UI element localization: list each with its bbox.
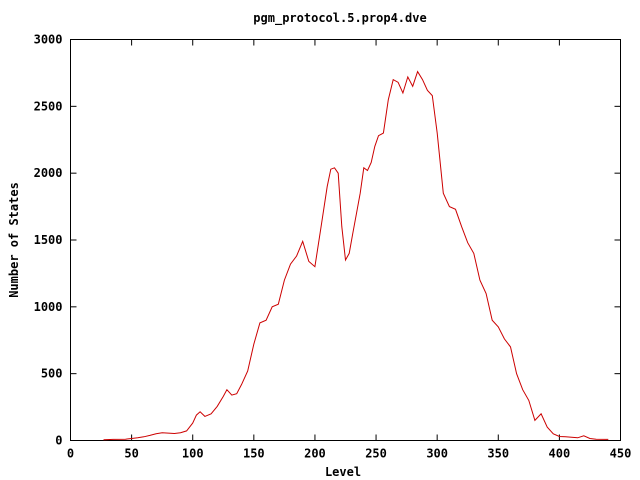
x-axis-label: Level [325, 465, 361, 479]
y-tick-label: 2000 [34, 166, 63, 180]
y-tick-label: 500 [41, 367, 63, 381]
chart-title: pgm_protocol.5.prop4.dve [253, 11, 426, 26]
x-tick-label: 50 [124, 447, 138, 461]
x-tick-label: 300 [426, 447, 448, 461]
x-tick-label: 150 [243, 447, 265, 461]
x-tick-label: 350 [487, 447, 509, 461]
series-line-0 [103, 70, 609, 441]
x-tick-label: 400 [549, 447, 571, 461]
x-tick-label: 0 [67, 447, 74, 461]
series-layer [103, 70, 609, 441]
x-axis: 0 50 100 150 200 250 300 350 400 450 [67, 39, 632, 461]
plot-frame [70, 39, 621, 441]
x-tick-label: 100 [182, 447, 204, 461]
y-tick-label: 1000 [34, 300, 63, 314]
x-tick-label: 450 [610, 447, 632, 461]
y-tick-label: 0 [55, 434, 62, 448]
y-tick-label: 3000 [34, 33, 63, 47]
x-tick-label: 200 [304, 447, 326, 461]
y-axis: 0 500 1000 1500 2000 2500 3000 [34, 33, 621, 448]
x-tick-label: 250 [365, 447, 387, 461]
y-axis-label: Number of States [7, 182, 21, 298]
y-tick-label: 1500 [34, 233, 63, 247]
y-tick-label: 2500 [34, 99, 63, 113]
